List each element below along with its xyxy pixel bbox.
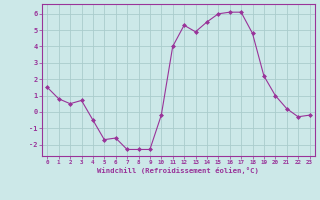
X-axis label: Windchill (Refroidissement éolien,°C): Windchill (Refroidissement éolien,°C) bbox=[98, 167, 259, 174]
